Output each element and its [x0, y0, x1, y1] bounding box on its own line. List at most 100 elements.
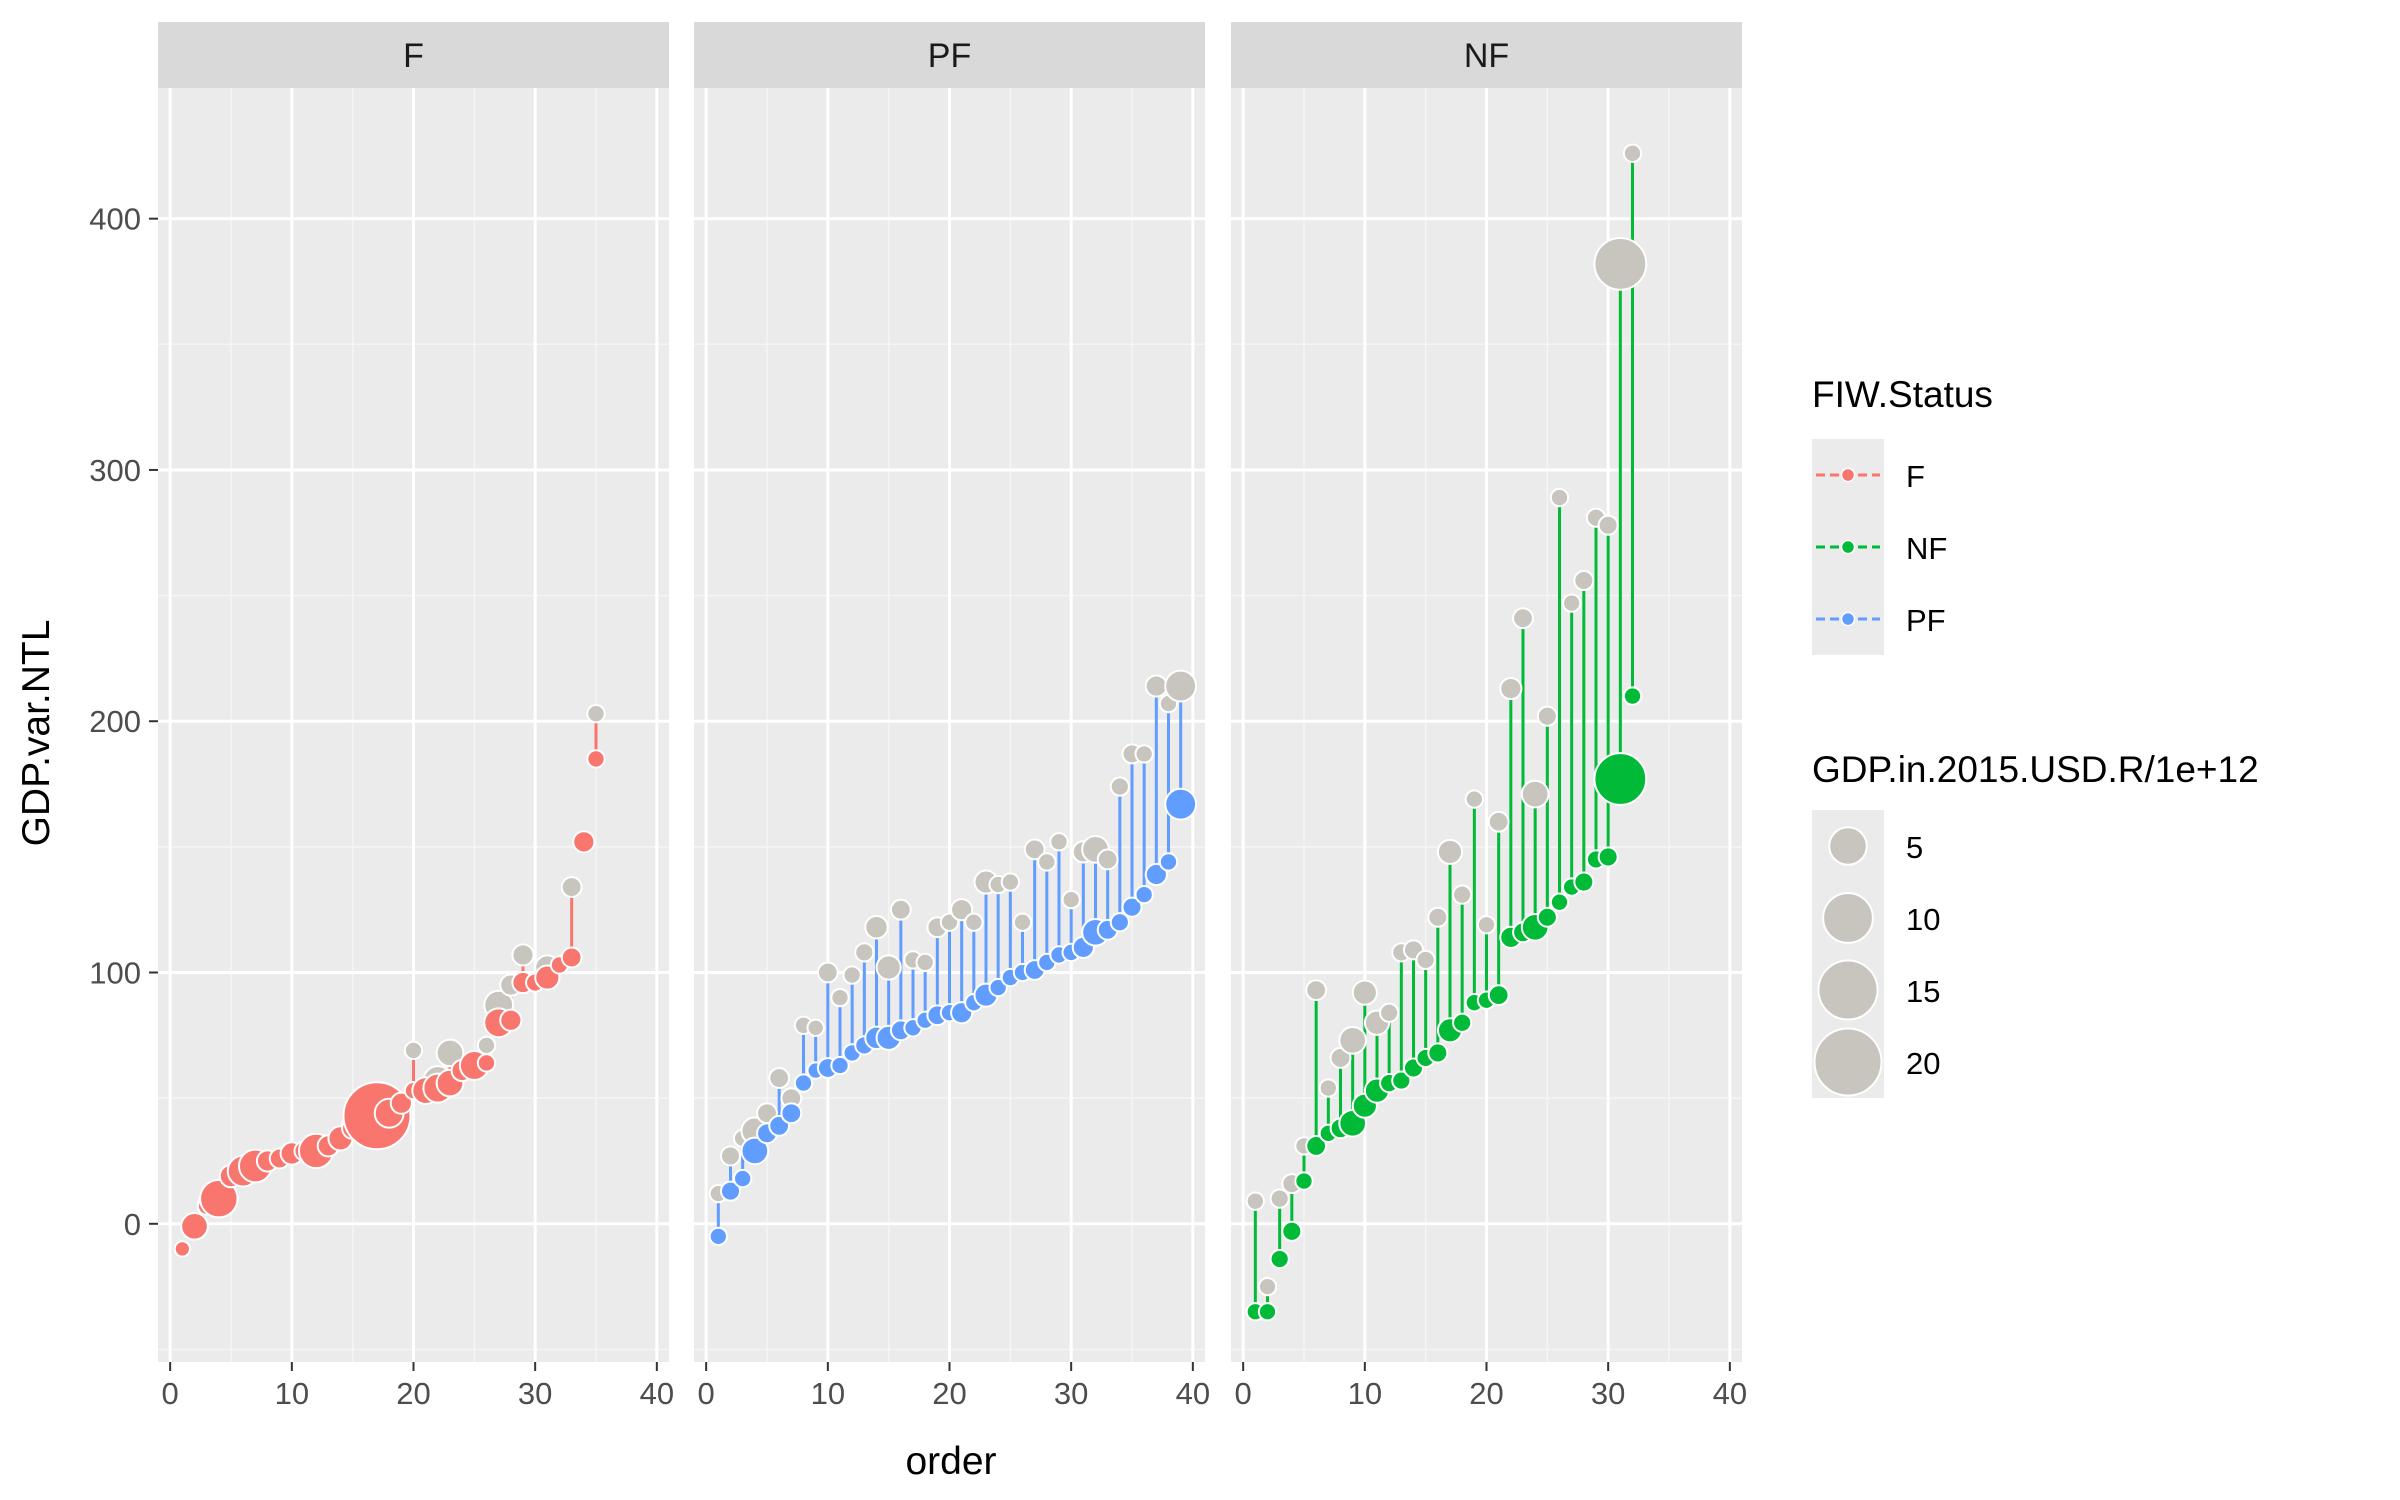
reference-point [1269, 1188, 1290, 1209]
panels-layer: F PF NF [158, 22, 1742, 1362]
data-point [1144, 862, 1168, 887]
reference-point [586, 704, 606, 724]
legend-label: 15 [1906, 974, 1940, 1009]
facet-strip [694, 22, 1205, 88]
legend-color-keys: F NF PF [1812, 439, 1947, 655]
legend: FIW.Status F NF PF GDP.in.2015.USD.R/1e+12… [1812, 374, 2259, 1098]
legend-label: PF [1906, 603, 1946, 638]
legend-key-point [1840, 467, 1856, 483]
panel-f: F [158, 22, 669, 1362]
reference-point [1109, 776, 1130, 797]
reference-point [1573, 569, 1595, 592]
x-tick-label: 10 [811, 1376, 845, 1411]
data-point [793, 1073, 814, 1093]
reference-point [1427, 906, 1449, 928]
reference-point [1023, 838, 1046, 861]
reference-point [1597, 514, 1619, 536]
data-point [560, 946, 583, 969]
reference-point [806, 1018, 825, 1037]
reference-point [1536, 705, 1558, 727]
reference-point [1245, 1191, 1266, 1211]
reference-point [915, 952, 935, 973]
data-point [1622, 686, 1643, 706]
data-point [1391, 1070, 1412, 1091]
reference-point [816, 961, 839, 984]
reference-point [1134, 744, 1154, 764]
reference-point [1512, 607, 1534, 630]
x-tick-label: 30 [518, 1376, 552, 1411]
panel-pf: PF [694, 22, 1205, 1362]
legend-size-point [1828, 826, 1868, 866]
data-point [1487, 984, 1510, 1007]
reference-point [1037, 852, 1057, 872]
x-tick-label: 20 [932, 1376, 966, 1411]
data-point [1269, 1248, 1290, 1270]
data-point [780, 1102, 803, 1125]
data-point [586, 749, 606, 769]
reference-point [1520, 779, 1550, 809]
reference-point [1499, 676, 1523, 701]
data-point [1573, 871, 1595, 893]
data-point [1427, 1042, 1449, 1064]
x-tick-label: 40 [1713, 1376, 1747, 1411]
legend-color-title: FIW.Status [1812, 374, 1993, 415]
reference-point [768, 1067, 791, 1089]
legend-size-point [1822, 892, 1874, 944]
data-point [719, 1180, 742, 1202]
data-point [830, 1055, 850, 1076]
x-tick-label: 20 [396, 1376, 430, 1411]
reference-point [1464, 789, 1485, 809]
data-point [1121, 896, 1143, 918]
data-point [1134, 884, 1154, 905]
reference-point [854, 942, 875, 963]
data-point [1597, 846, 1619, 868]
legend-size-point [1813, 1027, 1883, 1097]
legend-label: F [1906, 459, 1925, 494]
data-point [173, 1240, 191, 1258]
x-tick-label: 40 [1176, 1376, 1210, 1411]
data-point [732, 1168, 753, 1189]
data-point [1164, 787, 1198, 821]
data-point [1549, 892, 1570, 912]
reference-point [1257, 1276, 1278, 1297]
data-point [499, 1008, 523, 1032]
reference-point [1318, 1078, 1339, 1098]
y-axis-title: GDP.var.NTL [15, 620, 58, 847]
y-tick-label: 0 [124, 1207, 141, 1242]
x-tick-label: 30 [1054, 1376, 1088, 1411]
facet-strip [158, 22, 669, 88]
reference-point [950, 898, 974, 922]
y-tick-label: 300 [89, 453, 141, 488]
reference-point [1476, 915, 1497, 935]
reference-point [875, 954, 902, 981]
legend-label: 20 [1906, 1046, 1940, 1081]
data-point [1109, 912, 1130, 933]
data-point [988, 977, 1008, 998]
data-point [389, 1091, 413, 1115]
data-point [708, 1226, 729, 1247]
reference-point [719, 1145, 742, 1167]
reference-point [560, 876, 583, 898]
x-tick-label: 10 [1348, 1376, 1382, 1411]
data-point [1305, 1134, 1328, 1157]
legend-label: 10 [1906, 902, 1940, 937]
facet-strip [1231, 22, 1742, 88]
x-tick-label: 10 [275, 1376, 309, 1411]
reference-point [1415, 949, 1436, 971]
data-point [180, 1211, 209, 1241]
data-point [1158, 852, 1179, 872]
x-tick-label: 0 [698, 1376, 715, 1411]
reference-point [403, 1040, 424, 1061]
data-point [199, 1178, 239, 1219]
reference-point [1000, 872, 1021, 892]
facet-strip-label: F [403, 37, 424, 75]
x-tick-label: 0 [162, 1376, 179, 1411]
legend-size-keys: 5 10 15 20 [1812, 810, 1940, 1098]
facet-strip-label: PF [928, 37, 971, 75]
reference-point [1561, 593, 1582, 613]
reference-point [1549, 487, 1570, 508]
reference-point [842, 965, 862, 985]
legend-label: 5 [1906, 830, 1923, 865]
